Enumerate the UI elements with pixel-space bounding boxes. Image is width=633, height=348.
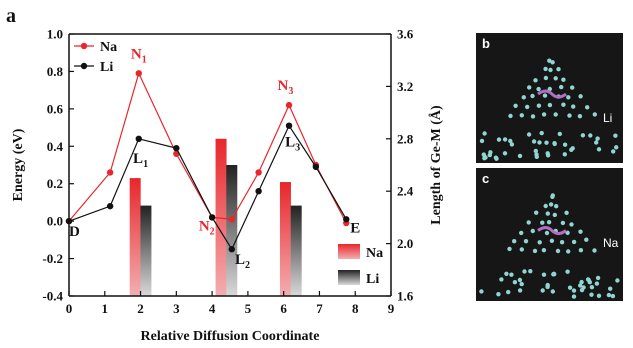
x-tick-label: 7 (316, 301, 323, 316)
bar-legend-swatch-li (338, 270, 360, 285)
annotation-n2: N2 (199, 219, 215, 238)
x-tick-label: 3 (173, 301, 180, 316)
energy-chart: a 0 1 2 3 4 5 6 7 8 9 -0.4 -0.2 0.0 0.2 0.4 0.6 0.8 1.0 1.… (6, 5, 444, 344)
x-tick-label: 0 (66, 301, 73, 316)
annotation-l3: L3 (285, 134, 300, 153)
y-tick-label: 0.0 (47, 214, 63, 229)
y-tick-label: -0.4 (42, 289, 63, 304)
y-tick-label: 0.6 (47, 101, 64, 116)
y-tick-label: 0.2 (47, 176, 63, 191)
y-tick-label: 0.4 (47, 139, 64, 154)
bar-li-2 (226, 165, 238, 296)
series-line-li (68, 124, 347, 251)
point-li (312, 163, 320, 171)
y-tick-label: -0.2 (42, 251, 63, 266)
na-structure-render (479, 193, 620, 299)
point-li (343, 216, 350, 223)
bar-legend-swatch-na (338, 244, 360, 259)
bar-na-2 (215, 138, 227, 296)
legend-marker-na (80, 42, 88, 50)
annotation-e: E (350, 220, 360, 236)
legend-label-li: Li (100, 60, 113, 75)
point-li (65, 217, 73, 225)
structure-panel-na: c Na (476, 168, 623, 301)
point-li (208, 214, 216, 221)
x-axis-title: Relative Diffusion Coordinate (141, 329, 320, 344)
bar-legend-label-li: Li (366, 272, 379, 287)
bar-li-1 (140, 205, 152, 296)
y2-tick-label: 2.4 (397, 184, 414, 199)
x-tick-label: 4 (209, 301, 216, 316)
y2-tick-label: 3.2 (397, 79, 413, 94)
point-na (135, 70, 142, 77)
y2-tick-label: 2.0 (397, 236, 413, 251)
point-li (255, 188, 262, 195)
point-li (228, 246, 235, 253)
y-axis-title: Energy (eV) (11, 128, 26, 201)
point-na (106, 169, 114, 176)
bar-li-3 (290, 205, 302, 296)
bar-na-3 (279, 182, 291, 296)
y-tick-label: 0.8 (47, 64, 64, 79)
point-li (135, 135, 142, 142)
point-li (106, 202, 114, 210)
y2-tick-label: 3.6 (397, 27, 414, 42)
annotation-n3: N3 (278, 78, 294, 97)
x-tick-label: 6 (280, 301, 287, 316)
point-li (285, 122, 293, 129)
panel-label-c: c (482, 171, 490, 186)
point-li (173, 144, 180, 152)
bar-na-1 (129, 178, 141, 296)
structure-panel-li: b Li (476, 33, 623, 163)
panel-label-b: b (482, 36, 490, 51)
annotation-d: D (69, 224, 80, 240)
x-tick-label: 5 (245, 301, 252, 316)
x-tick-label: 2 (137, 301, 144, 316)
panel-tag-na: Na (603, 236, 619, 250)
panel-tag-li: Li (603, 111, 613, 125)
y2-axis-title: Length of Ge-M (Å) (428, 105, 444, 225)
point-na (285, 101, 293, 109)
legend-marker-li (80, 62, 88, 70)
point-na (255, 169, 262, 176)
li-structure-render (479, 58, 619, 161)
x-tick-label: 8 (352, 301, 359, 316)
figure-panel-label: a (6, 5, 16, 27)
series-line-na (68, 71, 347, 224)
y2-tick-label: 1.6 (397, 289, 414, 304)
x-tick-label: 9 (388, 301, 395, 316)
annotation-l1: L1 (133, 151, 148, 170)
bar-legend-label-na: Na (366, 246, 383, 261)
annotation-n1: N1 (131, 46, 147, 65)
y-tick-label: 1.0 (47, 27, 63, 42)
x-tick-label: 1 (102, 301, 109, 316)
point-na (228, 216, 235, 223)
legend-label-na: Na (100, 40, 117, 55)
y2-tick-label: 2.8 (397, 131, 414, 146)
